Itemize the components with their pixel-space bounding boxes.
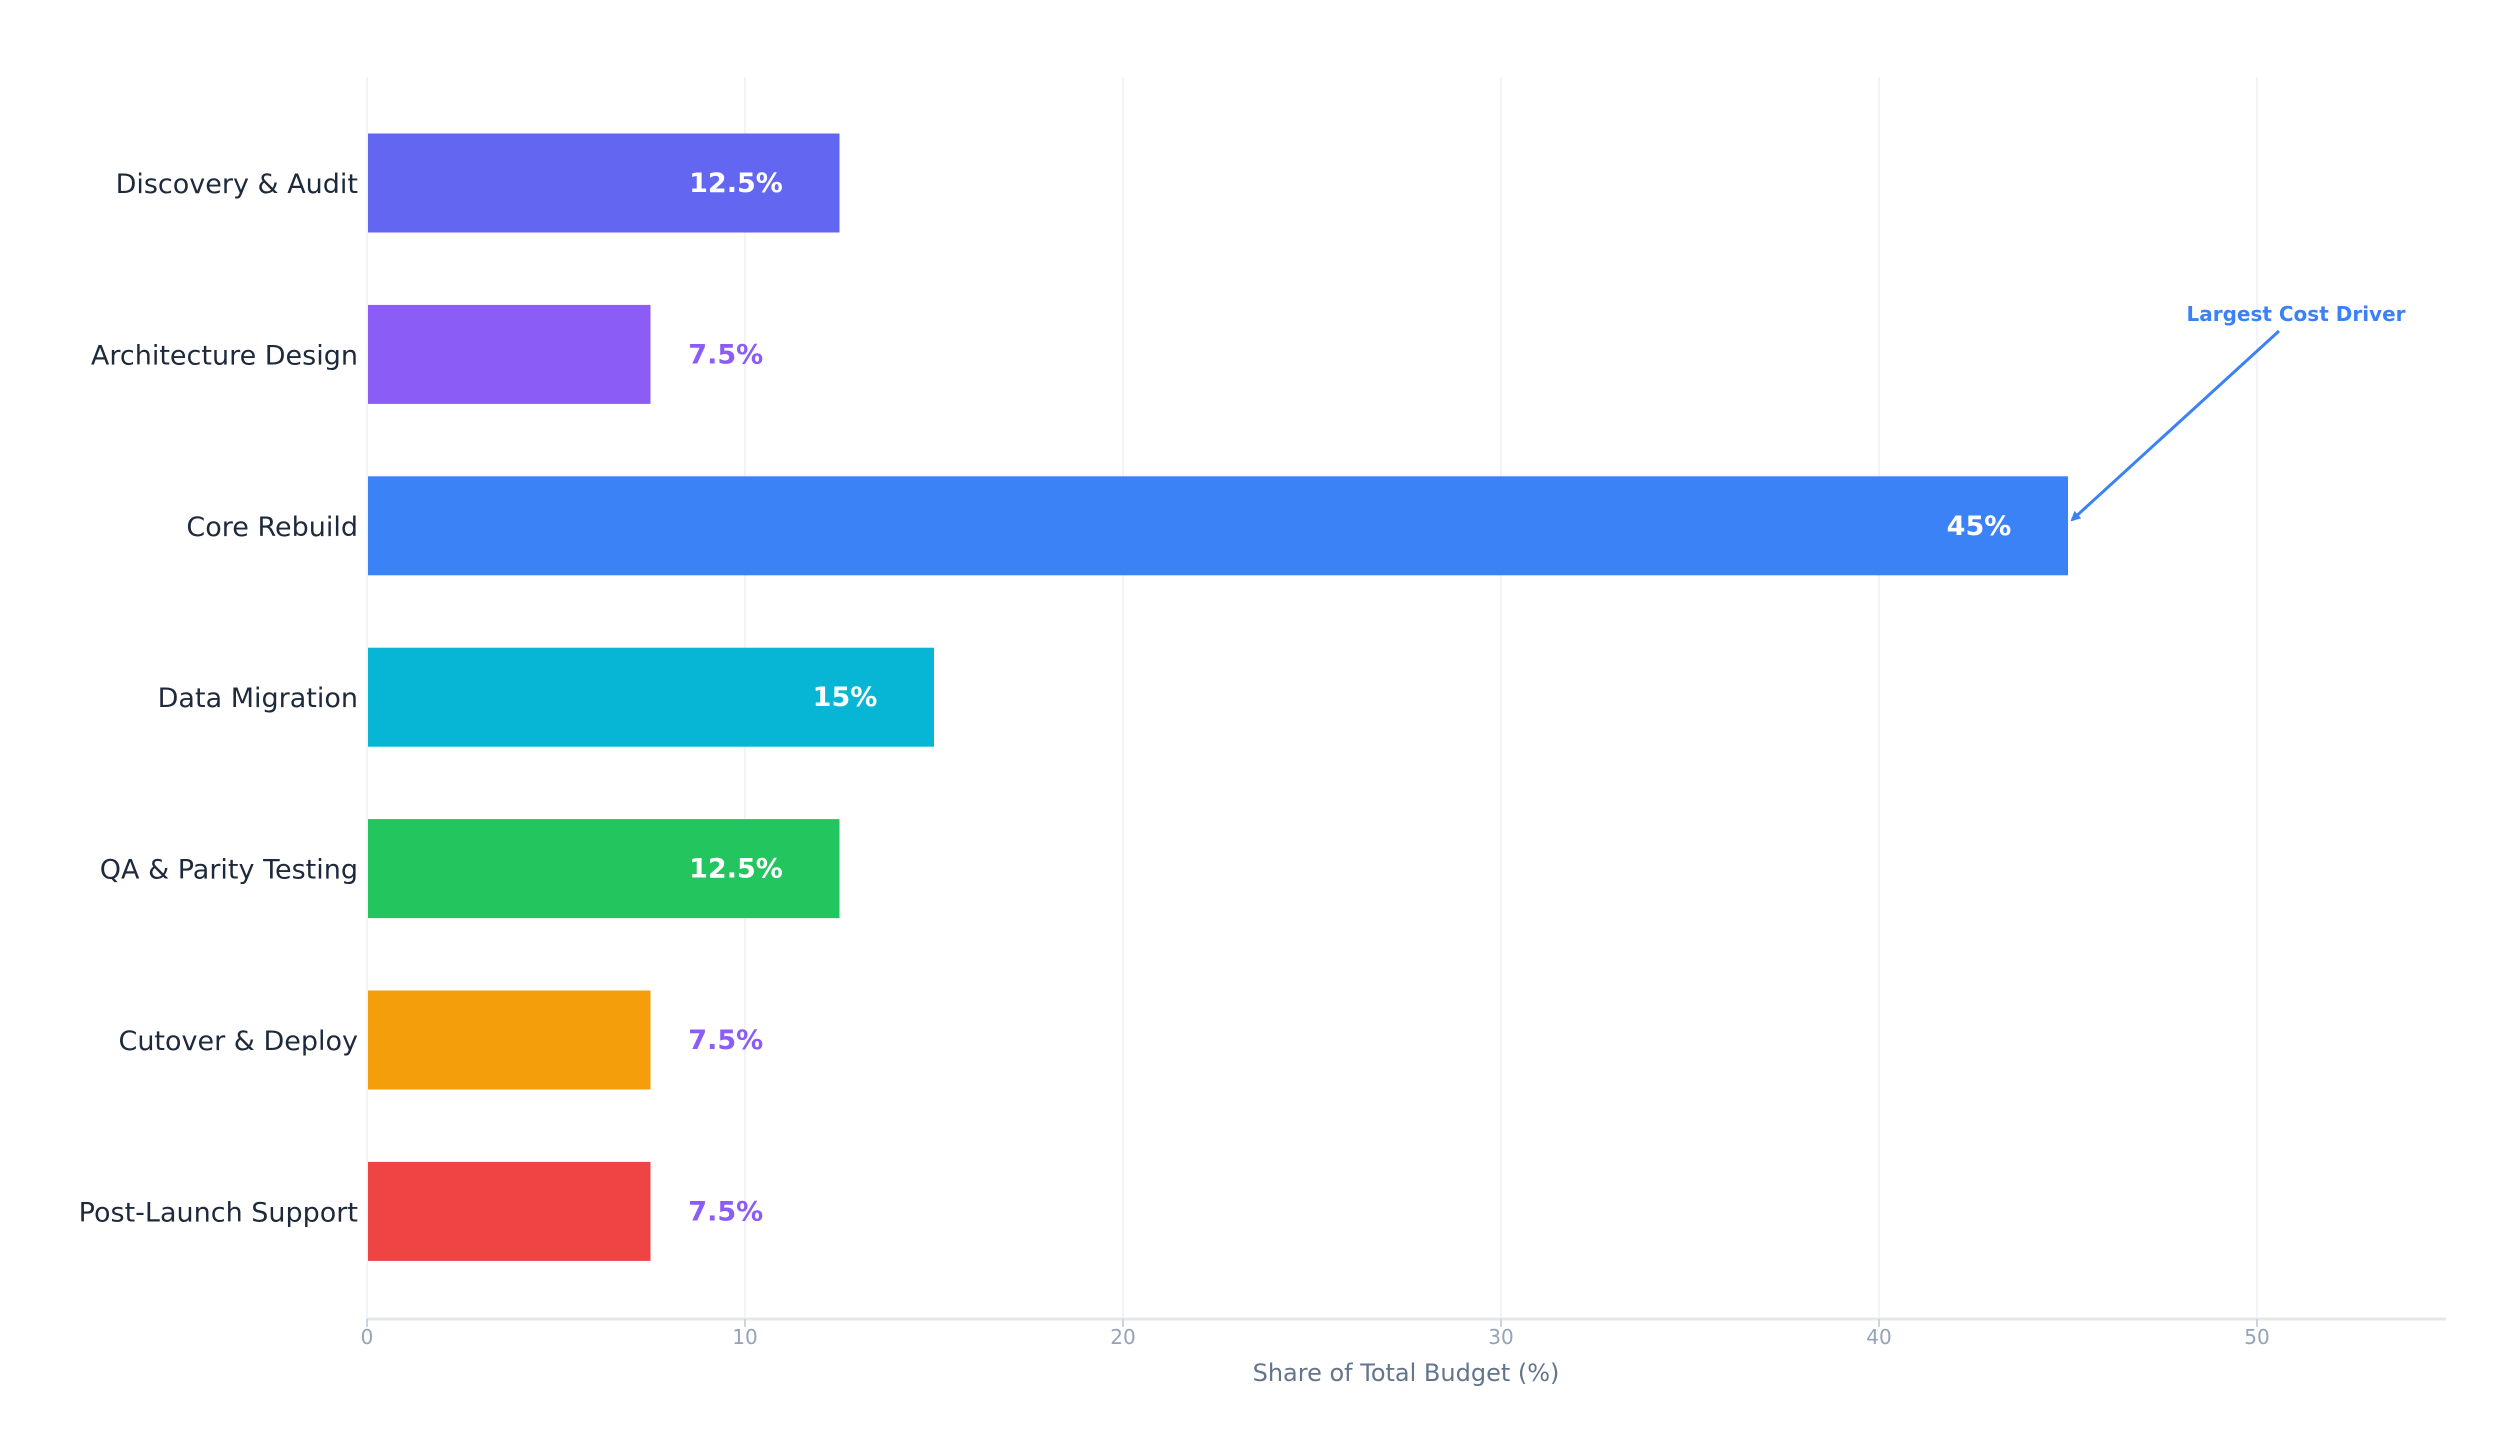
category-label: Discovery & Audit [116,169,358,200]
x-ticks: 0 10 20 30 40 50 [361,1319,2270,1349]
value-label: 7.5% [688,1196,763,1227]
category-label: Data Migration [158,683,358,714]
x-tick-label: 10 [732,1325,757,1349]
bar [368,819,840,919]
value-label: 12.5% [689,168,783,199]
category-label: Cutover & Deploy [118,1026,358,1057]
category-label: Architecture Design [91,340,358,371]
bar [368,647,934,747]
bar [368,1161,651,1261]
bar [368,304,651,404]
bar [368,476,2068,576]
bar [368,133,840,233]
value-label: 45% [1947,511,2012,542]
x-axis-label: Share of Total Budget (%) [1253,1359,1560,1387]
x-tick-label: 50 [2244,1325,2269,1349]
category-labels: Discovery & Audit Architecture Design Core… [79,169,358,1228]
annotation-arrow [2070,329,2281,522]
value-label: 15% [813,682,878,713]
value-label: 12.5% [689,854,783,885]
annotation: Largest Cost Driver [2070,302,2406,522]
value-label: 7.5% [688,339,763,370]
gridlines [366,77,2258,1319]
category-label: Post-Launch Support [79,1197,358,1228]
category-label: QA & Parity Testing [100,855,358,886]
x-tick-label: 30 [1488,1325,1513,1349]
annotation-text: Largest Cost Driver [2186,302,2405,326]
category-label: Core Rebuild [186,512,358,543]
x-tick-label: 40 [1866,1325,1891,1349]
x-tick-label: 0 [361,1325,374,1349]
x-tick-label: 20 [1110,1325,1135,1349]
bars [368,133,2068,1261]
value-labels: 12.5% 7.5% 45% 15% 12.5% 7.5% 7.5% [688,168,2011,1227]
value-label: 7.5% [688,1025,763,1056]
bar [368,990,651,1090]
